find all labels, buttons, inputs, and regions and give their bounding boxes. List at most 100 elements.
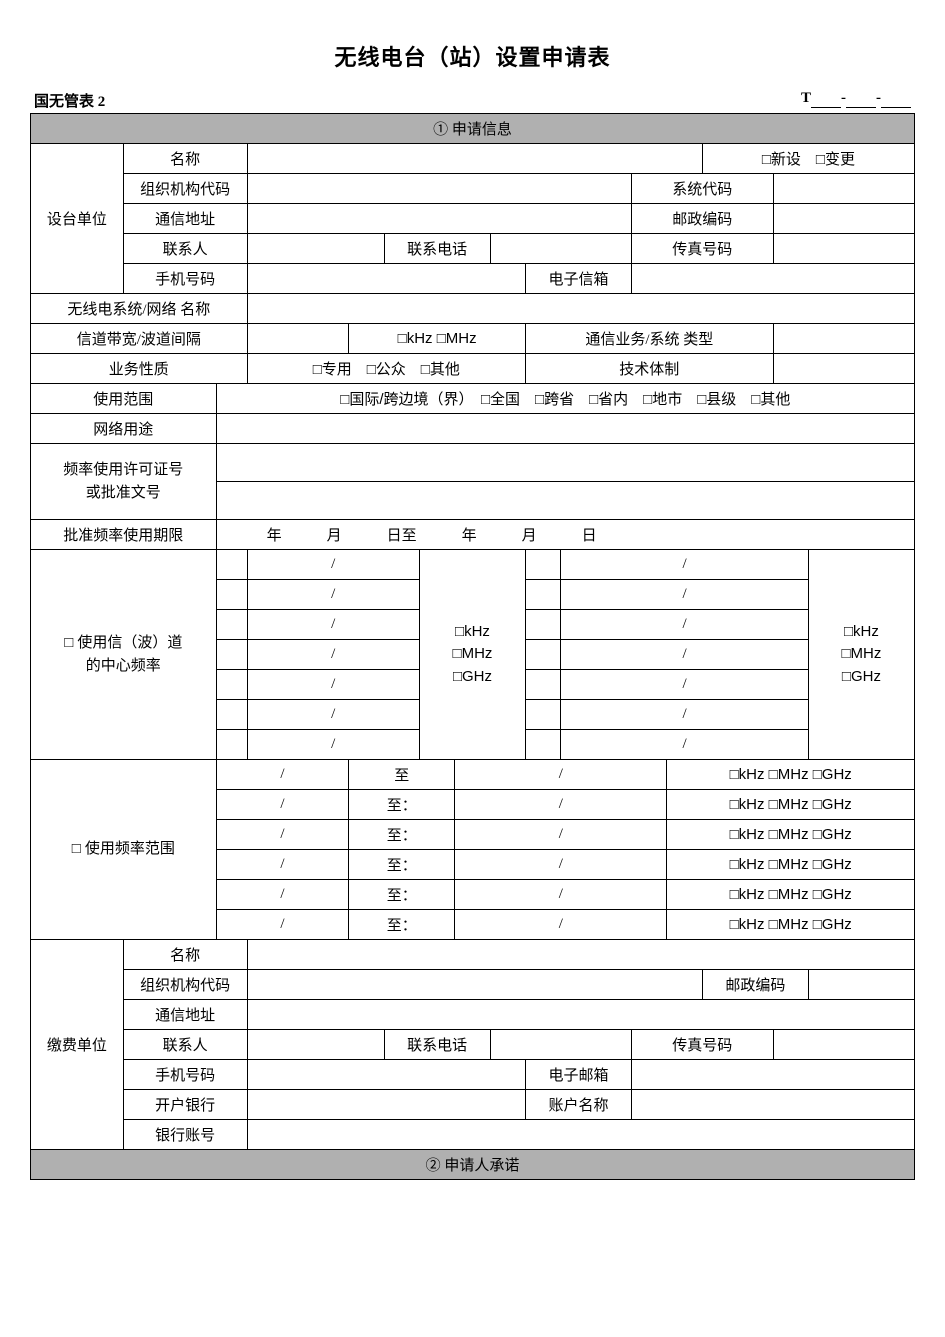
field-phone[interactable] bbox=[490, 234, 631, 264]
label-biz-sys-type: 通信业务/系统 类型 bbox=[526, 324, 774, 354]
cf-a7[interactable] bbox=[216, 730, 247, 760]
fr2-to: 至： bbox=[349, 790, 455, 820]
cf-slash6: / bbox=[247, 700, 419, 730]
label-pu-name: 名称 bbox=[123, 940, 247, 970]
cf-b4[interactable] bbox=[526, 640, 561, 670]
field-name[interactable] bbox=[247, 144, 702, 174]
field-pu-bank-acct[interactable] bbox=[247, 1120, 914, 1150]
fr1-slash: / bbox=[216, 760, 349, 790]
field-org-code[interactable] bbox=[247, 174, 632, 204]
field-pu-name[interactable] bbox=[247, 940, 914, 970]
cf-slash7: / bbox=[247, 730, 419, 760]
field-pu-org[interactable] bbox=[247, 970, 702, 1000]
label-biz-nature: 业务性质 bbox=[31, 354, 248, 384]
field-pu-mobile[interactable] bbox=[247, 1060, 525, 1090]
page-title: 无线电台（站）设置申请表 bbox=[30, 40, 915, 72]
label-network-use: 网络用途 bbox=[31, 414, 217, 444]
fr1-slash2: / bbox=[455, 760, 667, 790]
label-use-scope: 使用范围 bbox=[31, 384, 217, 414]
checkbox-new-change[interactable]: □新设 □变更 bbox=[702, 144, 914, 174]
field-channel-bw[interactable] bbox=[247, 324, 349, 354]
fr3-slash: / bbox=[216, 820, 349, 850]
cf-a6[interactable] bbox=[216, 700, 247, 730]
cf-slash2: / bbox=[247, 580, 419, 610]
cf-unit-2[interactable]: □kHz□MHz□GHz bbox=[808, 550, 914, 760]
cf-a3[interactable] bbox=[216, 610, 247, 640]
field-pu-fax[interactable] bbox=[773, 1030, 914, 1060]
cf-a5[interactable] bbox=[216, 670, 247, 700]
label-approved-period: 批准频率使用期限 bbox=[31, 520, 217, 550]
fr6-to: 至： bbox=[349, 910, 455, 940]
field-tech-sys[interactable] bbox=[773, 354, 914, 384]
fr5-unit[interactable]: □kHz □MHz □GHz bbox=[667, 880, 915, 910]
checkbox-use-scope[interactable]: □国际/跨边境（界） □全国 □跨省 □省内 □地市 □县级 □其他 bbox=[216, 384, 914, 414]
label-email: 电子信箱 bbox=[526, 264, 632, 294]
fr3-unit[interactable]: □kHz □MHz □GHz bbox=[667, 820, 915, 850]
cf-slash7b: / bbox=[561, 730, 809, 760]
field-network-use[interactable] bbox=[216, 414, 914, 444]
field-mobile[interactable] bbox=[247, 264, 525, 294]
field-pu-addr[interactable] bbox=[247, 1000, 914, 1030]
field-fax[interactable] bbox=[773, 234, 914, 264]
cf-unit-1[interactable]: □kHz□MHz□GHz bbox=[419, 550, 525, 760]
cf-b2[interactable] bbox=[526, 580, 561, 610]
cf-slash4b: / bbox=[561, 640, 809, 670]
fr4-unit[interactable]: □kHz □MHz □GHz bbox=[667, 850, 915, 880]
field-pu-contact[interactable] bbox=[247, 1030, 384, 1060]
form-code-right: T - - bbox=[801, 90, 911, 111]
checkbox-biz-nature[interactable]: □专用 □公众 □其他 bbox=[247, 354, 525, 384]
label-pu-bank: 开户银行 bbox=[123, 1090, 247, 1120]
fr2-unit[interactable]: □kHz □MHz □GHz bbox=[667, 790, 915, 820]
field-biz-sys-type[interactable] bbox=[773, 324, 914, 354]
cf-b5[interactable] bbox=[526, 670, 561, 700]
checkbox-khz-mhz[interactable]: □kHz □MHz bbox=[349, 324, 526, 354]
cf-slash: / bbox=[247, 550, 419, 580]
cf-a4[interactable] bbox=[216, 640, 247, 670]
field-pu-acct-name[interactable] bbox=[632, 1090, 915, 1120]
field-email[interactable] bbox=[632, 264, 915, 294]
field-license-no-1[interactable] bbox=[216, 444, 914, 482]
field-license-no-2[interactable] bbox=[216, 482, 914, 520]
label-tech-sys: 技术体制 bbox=[526, 354, 774, 384]
fr6-slash: / bbox=[216, 910, 349, 940]
cf-slash4: / bbox=[247, 640, 419, 670]
cf-b1[interactable] bbox=[526, 550, 561, 580]
label-channel-bw: 信道带宽/波道间隔 bbox=[31, 324, 248, 354]
label-contact: 联系人 bbox=[123, 234, 247, 264]
cf-a2[interactable] bbox=[216, 580, 247, 610]
field-approved-period[interactable]: 年 月 日至 年 月 日 bbox=[216, 520, 914, 550]
cf-b3[interactable] bbox=[526, 610, 561, 640]
label-pu-postcode: 邮政编码 bbox=[702, 970, 808, 1000]
fr1-unit[interactable]: □kHz □MHz □GHz bbox=[667, 760, 915, 790]
cf-b7[interactable] bbox=[526, 730, 561, 760]
application-form-table: ① 申请信息 设台单位 名称 □新设 □变更 组织机构代码 系统代码 通信地址 … bbox=[30, 113, 915, 1180]
label-fax: 传真号码 bbox=[632, 234, 773, 264]
cf-slash3b: / bbox=[561, 610, 809, 640]
fr6-unit[interactable]: □kHz □MHz □GHz bbox=[667, 910, 915, 940]
field-sys-code[interactable] bbox=[773, 174, 914, 204]
field-postcode[interactable] bbox=[773, 204, 914, 234]
fr4-slash2: / bbox=[455, 850, 667, 880]
label-pu-contact: 联系人 bbox=[123, 1030, 247, 1060]
fr3-to: 至： bbox=[349, 820, 455, 850]
cf-slash3: / bbox=[247, 610, 419, 640]
fr1-to: 至 bbox=[349, 760, 455, 790]
fr4-to: 至： bbox=[349, 850, 455, 880]
label-pu-mobile: 手机号码 bbox=[123, 1060, 247, 1090]
section-2-header: ② 申请人承诺 bbox=[31, 1150, 915, 1180]
field-pu-phone[interactable] bbox=[490, 1030, 631, 1060]
form-code-left: 国无管表 2 bbox=[34, 90, 105, 111]
field-pu-email[interactable] bbox=[632, 1060, 915, 1090]
form-meta-row: 国无管表 2 T - - bbox=[30, 90, 915, 111]
field-network-name[interactable] bbox=[247, 294, 914, 324]
field-pu-postcode[interactable] bbox=[808, 970, 914, 1000]
label-license-no: 频率使用许可证号或批准文号 bbox=[31, 444, 217, 520]
cf-a1[interactable] bbox=[216, 550, 247, 580]
cf-b6[interactable] bbox=[526, 700, 561, 730]
section-1-header: ① 申请信息 bbox=[31, 114, 915, 144]
field-addr[interactable] bbox=[247, 204, 632, 234]
label-freq-range: □ 使用频率范围 bbox=[31, 760, 217, 940]
field-pu-bank[interactable] bbox=[247, 1090, 525, 1120]
field-contact[interactable] bbox=[247, 234, 384, 264]
label-mobile: 手机号码 bbox=[123, 264, 247, 294]
